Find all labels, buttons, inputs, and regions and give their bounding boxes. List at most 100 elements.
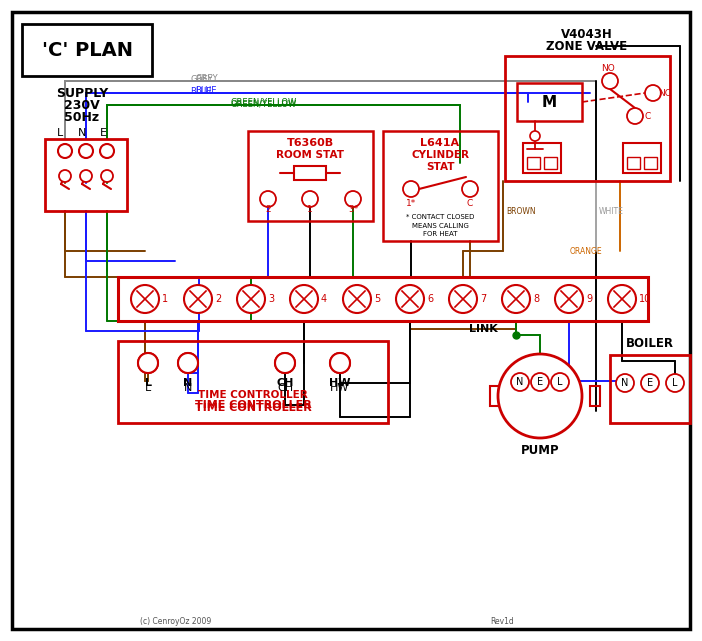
Text: CYLINDER: CYLINDER	[411, 150, 469, 160]
Text: * CONTACT CLOSED: * CONTACT CLOSED	[406, 214, 474, 220]
Circle shape	[551, 373, 569, 391]
Circle shape	[511, 373, 529, 391]
Bar	[505, 56, 670, 181]
Text: TIME CONTROLLER: TIME CONTROLLER	[194, 403, 312, 413]
Circle shape	[641, 374, 659, 392]
Text: M: M	[541, 94, 557, 110]
Circle shape	[403, 181, 419, 197]
Text: L: L	[145, 383, 151, 393]
Circle shape	[138, 353, 158, 373]
Circle shape	[178, 353, 198, 373]
Text: 2: 2	[265, 204, 271, 213]
Circle shape	[330, 353, 350, 373]
Bar	[118, 341, 388, 423]
Text: CH: CH	[277, 378, 293, 388]
Text: CH: CH	[277, 383, 293, 393]
Circle shape	[101, 170, 113, 182]
Text: TIME CONTROLLER: TIME CONTROLLER	[198, 390, 308, 400]
Bar	[118, 277, 648, 321]
Circle shape	[100, 144, 114, 158]
Text: T6360B: T6360B	[286, 138, 333, 148]
Text: 3*: 3*	[348, 204, 358, 213]
Text: 2: 2	[215, 294, 221, 304]
Text: N: N	[183, 378, 192, 388]
Circle shape	[449, 285, 477, 313]
Circle shape	[396, 285, 424, 313]
Text: BROWN: BROWN	[506, 206, 536, 215]
Text: N: N	[78, 128, 86, 138]
Circle shape	[80, 170, 92, 182]
Circle shape	[59, 170, 71, 182]
Circle shape	[498, 354, 582, 438]
Bar	[22, 24, 152, 76]
Circle shape	[666, 374, 684, 392]
Text: L: L	[673, 378, 677, 388]
Text: 8: 8	[533, 294, 539, 304]
Bar	[627, 157, 640, 169]
Circle shape	[627, 108, 643, 124]
Text: 1*: 1*	[406, 199, 416, 208]
Circle shape	[531, 373, 549, 391]
Text: L: L	[145, 378, 152, 388]
Text: HW: HW	[329, 378, 351, 388]
Text: SUPPLY: SUPPLY	[56, 87, 108, 99]
Bar	[590, 386, 600, 406]
Bar	[544, 157, 557, 169]
Circle shape	[178, 353, 198, 373]
Text: ZONE VALVE: ZONE VALVE	[546, 40, 628, 53]
Bar	[623, 143, 661, 173]
Circle shape	[275, 353, 295, 373]
Text: 3: 3	[268, 294, 274, 304]
Text: 1: 1	[162, 294, 168, 304]
Text: 5: 5	[374, 294, 380, 304]
Text: GREEN/YELLOW: GREEN/YELLOW	[230, 99, 296, 108]
Circle shape	[79, 144, 93, 158]
Bar	[523, 143, 561, 173]
Text: 9: 9	[586, 294, 592, 304]
Text: E: E	[647, 378, 653, 388]
Text: E: E	[537, 377, 543, 387]
Text: GREY: GREY	[190, 75, 213, 84]
Bar	[490, 386, 500, 406]
Bar	[294, 166, 326, 180]
Circle shape	[138, 353, 158, 373]
Circle shape	[260, 191, 276, 207]
Text: N: N	[184, 383, 192, 393]
Text: ROOM STAT: ROOM STAT	[276, 150, 344, 160]
Circle shape	[645, 85, 661, 101]
Text: 1: 1	[307, 204, 313, 213]
Text: 'C' PLAN: 'C' PLAN	[41, 40, 133, 60]
Text: LINK: LINK	[469, 324, 498, 334]
Text: FOR HEAT: FOR HEAT	[423, 231, 457, 237]
Bar	[610, 355, 690, 423]
Text: 230V: 230V	[64, 99, 100, 112]
Circle shape	[330, 353, 350, 373]
Text: N: N	[621, 378, 629, 388]
Text: 10: 10	[639, 294, 651, 304]
Circle shape	[302, 191, 318, 207]
Text: MEANS CALLING: MEANS CALLING	[411, 223, 468, 229]
Text: V4043H: V4043H	[561, 28, 613, 40]
Circle shape	[343, 285, 371, 313]
Circle shape	[502, 285, 530, 313]
Text: BOILER: BOILER	[626, 337, 674, 349]
Text: C: C	[645, 112, 651, 121]
Circle shape	[184, 285, 212, 313]
Text: BLUE: BLUE	[195, 85, 216, 94]
Circle shape	[237, 285, 265, 313]
Bar	[527, 157, 540, 169]
Bar	[517, 83, 582, 121]
Text: HW: HW	[331, 383, 350, 393]
Circle shape	[275, 353, 295, 373]
Text: C: C	[467, 199, 473, 208]
Text: 4: 4	[321, 294, 327, 304]
Text: NO: NO	[601, 63, 615, 72]
Circle shape	[131, 285, 159, 313]
Text: PUMP: PUMP	[521, 444, 559, 456]
Text: WHITE: WHITE	[599, 206, 624, 215]
Bar	[45, 139, 127, 211]
Text: L: L	[557, 377, 563, 387]
Text: GREY: GREY	[195, 74, 218, 83]
Circle shape	[462, 181, 478, 197]
Text: (c) CenroyOz 2009: (c) CenroyOz 2009	[140, 617, 211, 626]
